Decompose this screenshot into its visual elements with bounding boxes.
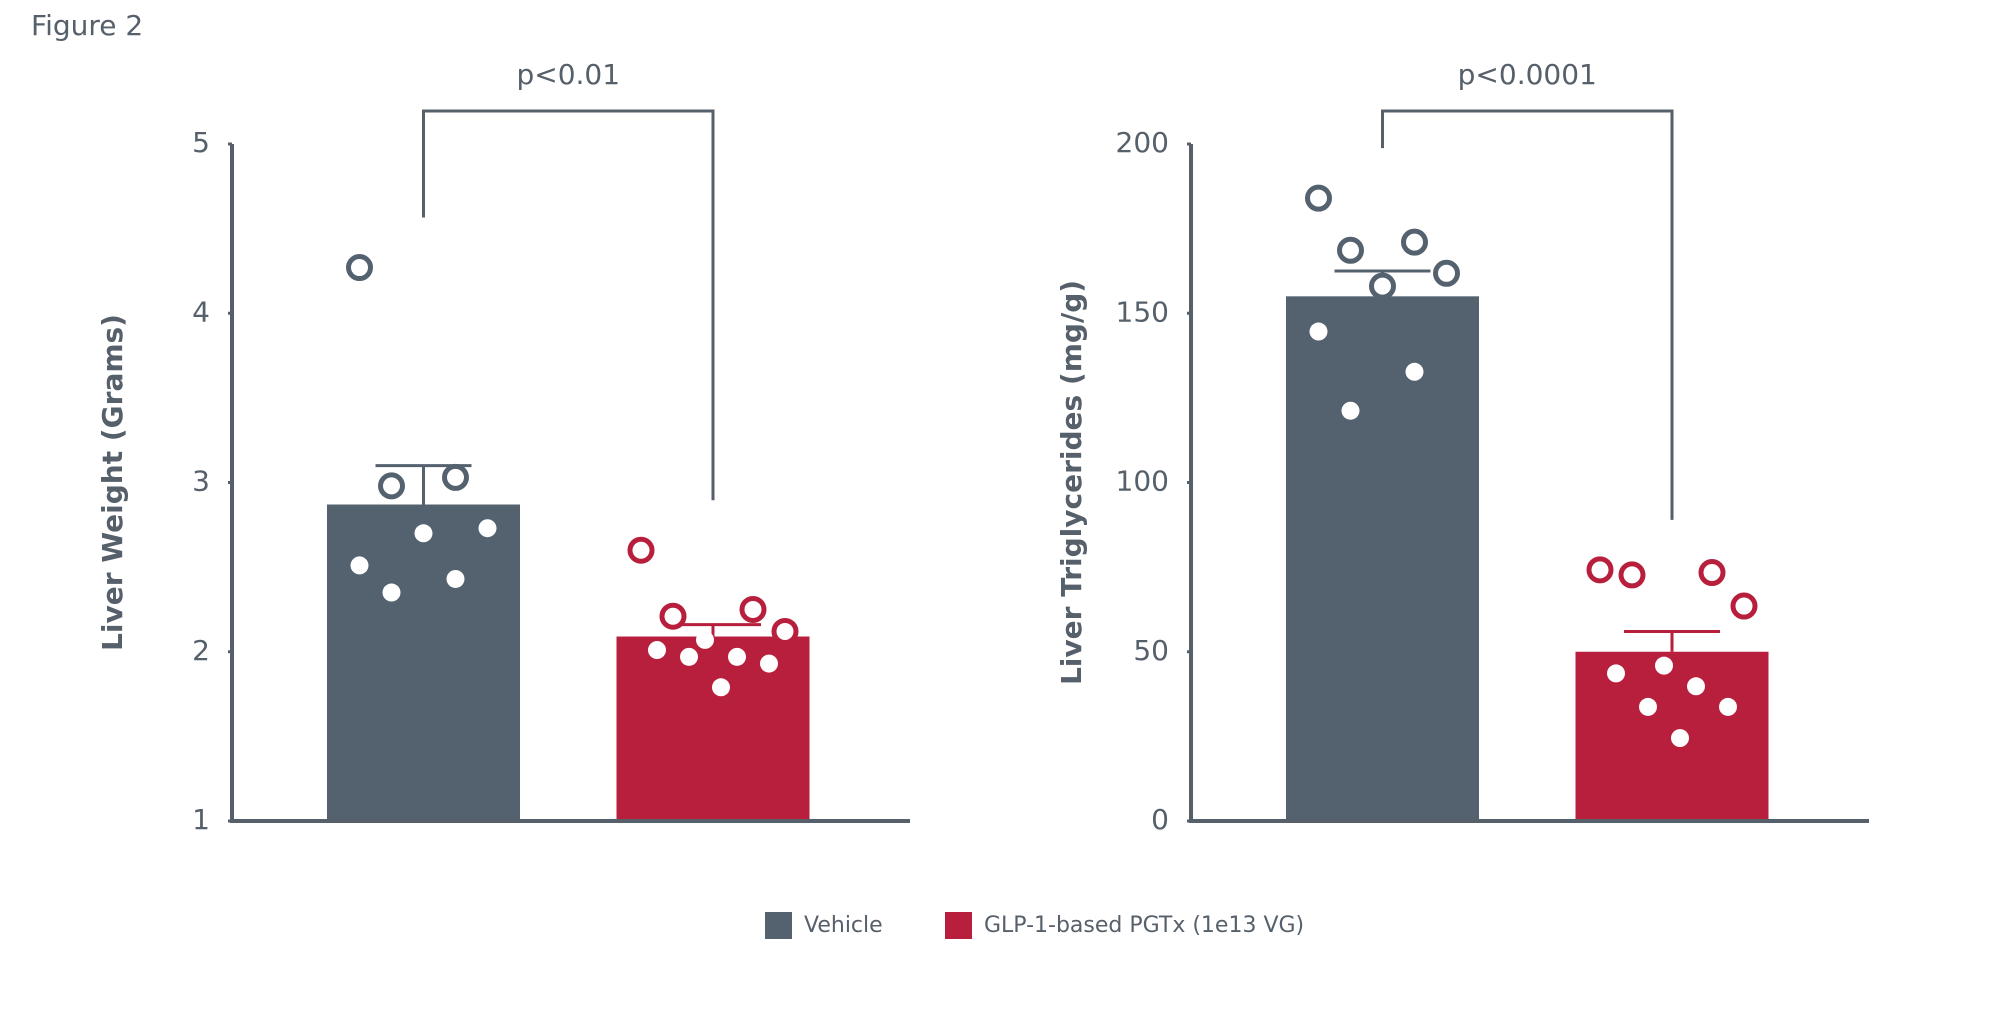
legend-swatch	[945, 912, 972, 939]
data-point	[712, 678, 730, 697]
data-point	[739, 595, 767, 623]
data-point	[446, 569, 465, 588]
data-point	[1401, 228, 1428, 256]
error-bar	[1624, 629, 1720, 652]
data-point	[1719, 697, 1737, 716]
significance-bracket	[422, 109, 715, 501]
data-point	[414, 524, 433, 543]
data-point	[680, 647, 698, 666]
data-point	[1607, 664, 1625, 683]
data-point	[1586, 556, 1614, 584]
y-axis-label: Liver Triglycerides (mg/g)	[1055, 280, 1088, 685]
figure-label: Figure 2	[31, 9, 143, 42]
data-point	[1618, 561, 1646, 589]
data-point	[382, 583, 401, 602]
data-point	[627, 536, 655, 564]
data-point	[1341, 401, 1360, 420]
significance-bracket	[1381, 109, 1674, 520]
data-point	[771, 617, 799, 645]
bar	[327, 504, 520, 821]
significance-label: p<0.01	[516, 58, 620, 91]
data-point	[442, 463, 469, 491]
y-tick-label: 0	[1151, 803, 1169, 836]
y-axis	[1189, 144, 1869, 823]
bar	[616, 636, 810, 821]
y-axis	[230, 144, 910, 823]
data-point	[1305, 184, 1332, 212]
y-tick-label: 3	[192, 465, 210, 498]
y-tick-label: 2	[192, 634, 210, 667]
data-point	[378, 472, 405, 500]
data-point	[1639, 697, 1657, 716]
data-point	[1655, 656, 1673, 675]
data-point	[1369, 272, 1396, 300]
data-point	[350, 556, 369, 575]
y-tick-label: 150	[1116, 295, 1169, 328]
data-point	[1730, 592, 1758, 620]
data-point	[1309, 322, 1328, 341]
data-point	[478, 519, 497, 538]
legend-label: Vehicle	[804, 913, 883, 938]
data-point	[1405, 362, 1424, 381]
data-point	[1337, 236, 1364, 264]
data-point	[696, 630, 714, 649]
data-point	[760, 654, 778, 673]
y-tick-label: 200	[1116, 126, 1169, 159]
data-point	[346, 254, 373, 282]
data-point	[1671, 729, 1689, 748]
data-point	[1687, 677, 1705, 696]
y-tick-label: 4	[192, 295, 210, 328]
y-axis-label: Liver Weight (Grams)	[96, 314, 129, 651]
y-tick-label: 100	[1116, 465, 1169, 498]
significance-label: p<0.0001	[1458, 58, 1597, 91]
legend-swatch	[765, 912, 792, 939]
data-point	[1698, 559, 1726, 587]
legend-label: GLP-1-based PGTx (1e13 VG)	[984, 913, 1304, 938]
bar	[1286, 296, 1479, 821]
y-tick-label: 50	[1133, 634, 1169, 667]
data-point	[659, 602, 687, 630]
data-point	[728, 647, 746, 666]
y-tick-label: 1	[192, 803, 210, 836]
data-point	[648, 641, 666, 660]
y-tick-label: 5	[192, 126, 210, 159]
data-point	[1433, 259, 1460, 287]
